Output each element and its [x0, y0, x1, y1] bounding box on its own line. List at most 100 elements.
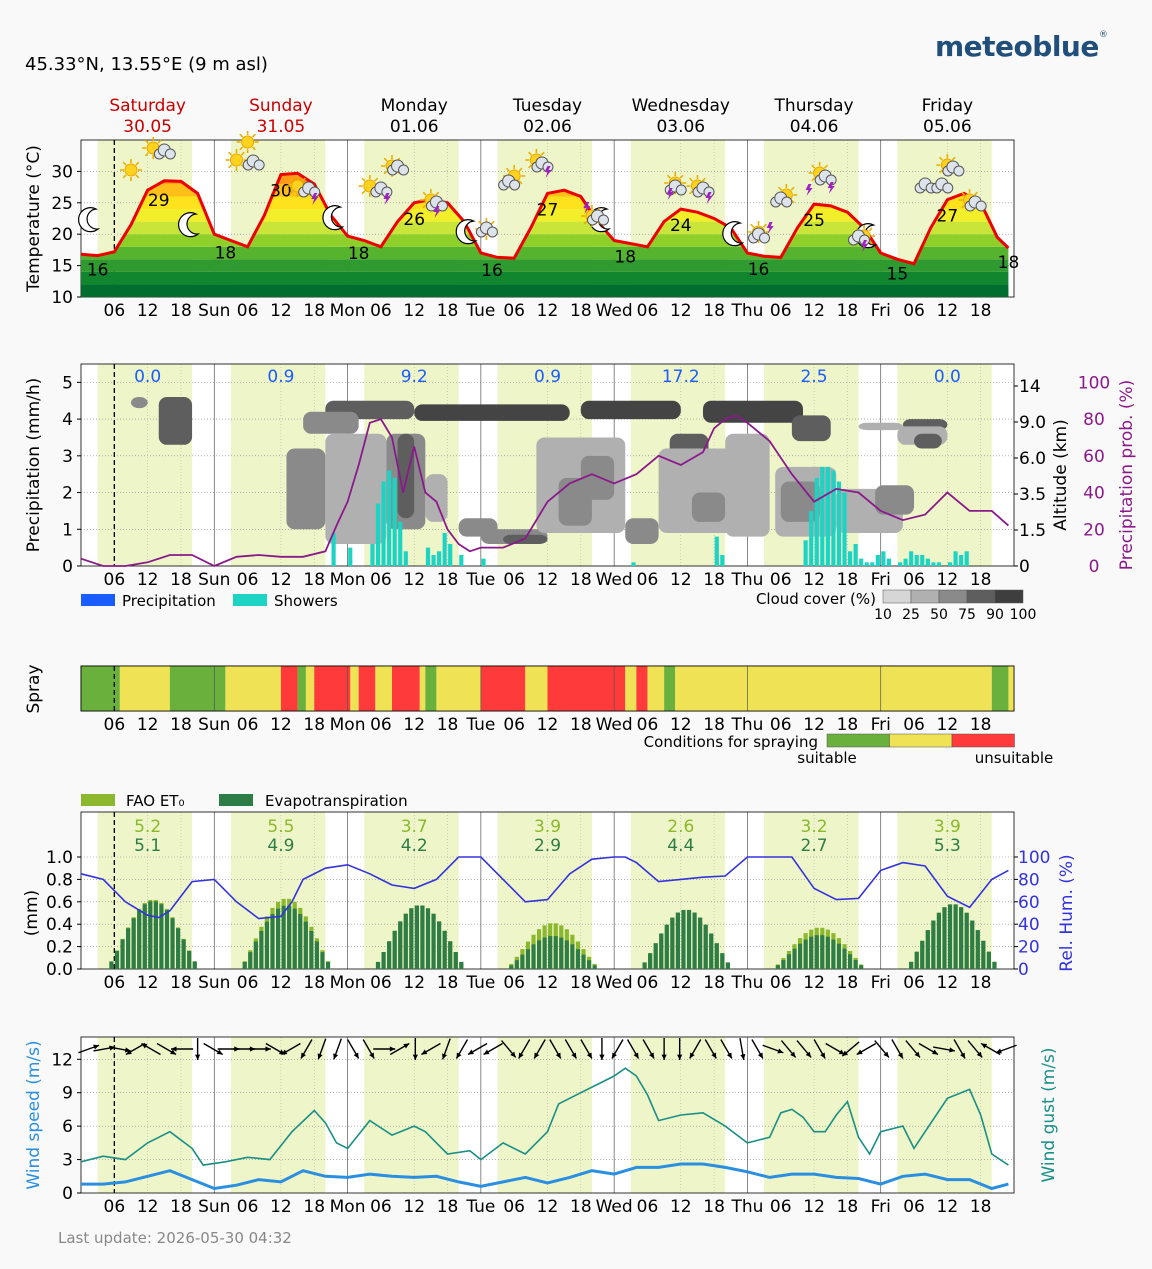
wind-arrow-head — [932, 1049, 939, 1055]
sun-ray — [701, 177, 706, 182]
wind-arrow — [720, 1039, 733, 1059]
cloud-puff — [942, 182, 954, 194]
hour-tick-label: 06 — [237, 1197, 259, 1217]
lightning-icon — [766, 222, 774, 234]
ylabel-wind-speed: Wind speed (m/s) — [24, 1040, 44, 1189]
wind-arrow-head — [412, 1054, 418, 1060]
daylight-band — [97, 1037, 193, 1193]
wind-arrow-head — [265, 1046, 271, 1052]
daylight-band — [764, 1037, 859, 1193]
wind-arrow — [347, 1039, 360, 1059]
cloud-icon — [848, 229, 870, 246]
cloud-cover-blob — [914, 433, 942, 449]
shower-bar — [847, 551, 853, 566]
wind-arrow — [564, 1039, 577, 1059]
evapo-bar — [181, 939, 186, 969]
spray-legend-suitable: suitable — [797, 749, 856, 767]
moon-icon — [722, 221, 745, 247]
shower-bar — [398, 521, 403, 566]
shower-bar — [459, 554, 464, 566]
spray-legend-swatch — [951, 733, 1015, 748]
hour-tick-label: 06 — [503, 973, 525, 993]
panel-frame — [80, 811, 1015, 970]
hour-tick-label: 18 — [303, 301, 325, 321]
hour-tick-label: 12 — [537, 715, 559, 735]
hour-tick-label: 12 — [270, 715, 292, 735]
day-tick-label: Tue — [465, 1197, 495, 1217]
hour-tick-label: 06 — [503, 570, 525, 590]
hour-tick-label: 06 — [104, 570, 126, 590]
wind-arrow-head — [467, 1049, 474, 1055]
wind-arrow — [420, 1042, 441, 1056]
ylabel-humidity: Rel. Hum. (%) — [1057, 854, 1077, 971]
sun-ray — [750, 223, 755, 228]
sun-ray — [679, 174, 684, 179]
hour-tick-label: 18 — [570, 1197, 592, 1217]
hour-tick-label: 06 — [370, 973, 392, 993]
spray-segment — [436, 666, 481, 711]
legend-precipitation: Precipitation — [122, 592, 216, 610]
cloud-cover-blob — [725, 433, 770, 537]
daylight-band — [497, 1037, 592, 1193]
sun-ray — [374, 177, 379, 182]
sun-ray — [666, 174, 671, 179]
daylight-band — [230, 1037, 326, 1193]
shower-bar — [442, 532, 447, 566]
lightning-icon — [827, 182, 835, 194]
spray-segment — [392, 666, 420, 711]
cloud-legend-label: 100 — [1010, 607, 1037, 623]
hour-tick-label: 06 — [903, 973, 925, 993]
hour-tick-label: 06 — [770, 570, 792, 590]
cloud-legend-swatch — [966, 589, 996, 604]
hour-tick-label: 12 — [670, 570, 692, 590]
cloud-puff — [759, 232, 771, 244]
wind-arrow-head — [442, 1053, 447, 1060]
day-tick-label: Mon — [330, 973, 366, 993]
altitude-tick-label: 1.5 — [1019, 521, 1046, 541]
day-tick-label: Fri — [871, 570, 891, 590]
ytick-label: 4 — [62, 410, 73, 430]
evapo-bar — [448, 941, 453, 969]
hour-tick-label: 12 — [403, 715, 425, 735]
hour-tick-label: 12 — [937, 715, 959, 735]
spray-segment — [119, 666, 170, 711]
shower-bar — [859, 558, 864, 566]
sun-icon — [142, 137, 165, 159]
cloud-puff — [975, 200, 987, 212]
spray-legend-unsuitable: unsuitable — [975, 749, 1054, 767]
sun-ray — [144, 152, 149, 157]
wind-arrow — [78, 1044, 100, 1054]
lightning-icon — [433, 206, 441, 218]
hour-tick-label: 18 — [703, 1197, 725, 1217]
cloud-cover-blob — [858, 422, 903, 431]
shower-bar — [836, 481, 842, 566]
spray-segment — [225, 666, 281, 711]
shower-bar — [870, 562, 875, 566]
sun-ray — [777, 186, 782, 191]
evapo-bar — [820, 935, 825, 969]
cloud-puff — [953, 165, 965, 177]
legend-evapo-swatch — [219, 794, 253, 806]
shower-bar — [925, 558, 930, 566]
wind-arrow — [362, 1039, 375, 1059]
lightning-icon — [311, 193, 319, 205]
cloud-legend-label: 25 — [902, 607, 920, 623]
spray-segment — [425, 666, 437, 711]
ylabel-spray: Spray — [24, 664, 44, 713]
min-temp-label: 16 — [481, 261, 503, 281]
wind-arrow — [739, 1038, 746, 1060]
hour-tick-label: 12 — [137, 973, 159, 993]
wind-arrow — [533, 1039, 546, 1059]
wind-arrow-head — [677, 1054, 683, 1060]
hour-tick-label: 18 — [837, 570, 859, 590]
evapo-bar — [176, 928, 181, 969]
sun-ray — [383, 157, 388, 162]
wind-arrow — [373, 1046, 396, 1052]
fao-daily-total: 5.5 — [267, 817, 294, 837]
evapo-bar — [303, 921, 308, 969]
sun-ray — [528, 151, 533, 156]
min-temp-label: 16 — [87, 261, 109, 281]
day-date: 31.05 — [257, 117, 306, 137]
prob-tick-label: 20 — [1083, 520, 1105, 540]
daily-precip-total: 0.0 — [134, 367, 161, 387]
